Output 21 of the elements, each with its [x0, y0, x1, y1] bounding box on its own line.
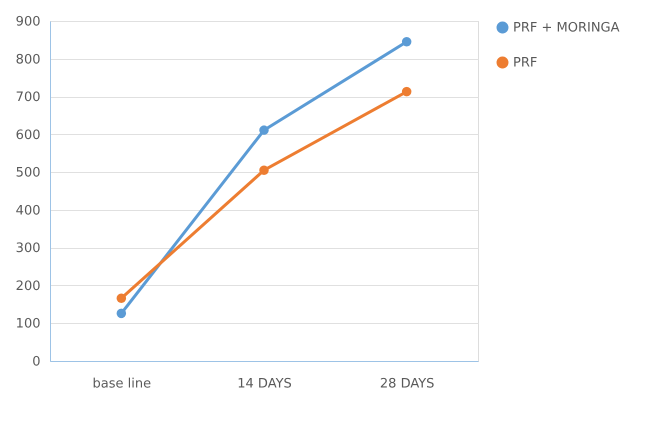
point	[116, 294, 126, 304]
point	[116, 308, 126, 318]
y-tick-label: 200	[16, 278, 40, 294]
y-tick-label: 300	[16, 241, 40, 256]
y-tick-label: 100	[16, 316, 40, 332]
y-tick-label: 400	[16, 203, 40, 218]
x-tick-label: 14 DAYS	[237, 376, 292, 392]
y-tick-label: 600	[16, 128, 40, 143]
y-tick-label: 0	[32, 354, 40, 370]
legend-label: PRF + MORINGA	[513, 20, 620, 36]
y-tick-label: 500	[16, 166, 40, 181]
y-tick-label: 800	[16, 52, 40, 68]
point	[259, 125, 269, 135]
point	[402, 86, 412, 96]
y-tick-label: 700	[16, 90, 40, 106]
x-tick-label: 28 DAYS	[380, 376, 434, 392]
point	[259, 165, 269, 175]
legend-label: PRF	[513, 56, 538, 70]
x-tick-label: base line	[92, 376, 152, 392]
point	[402, 37, 412, 47]
y-tick-label: 900	[16, 14, 40, 30]
